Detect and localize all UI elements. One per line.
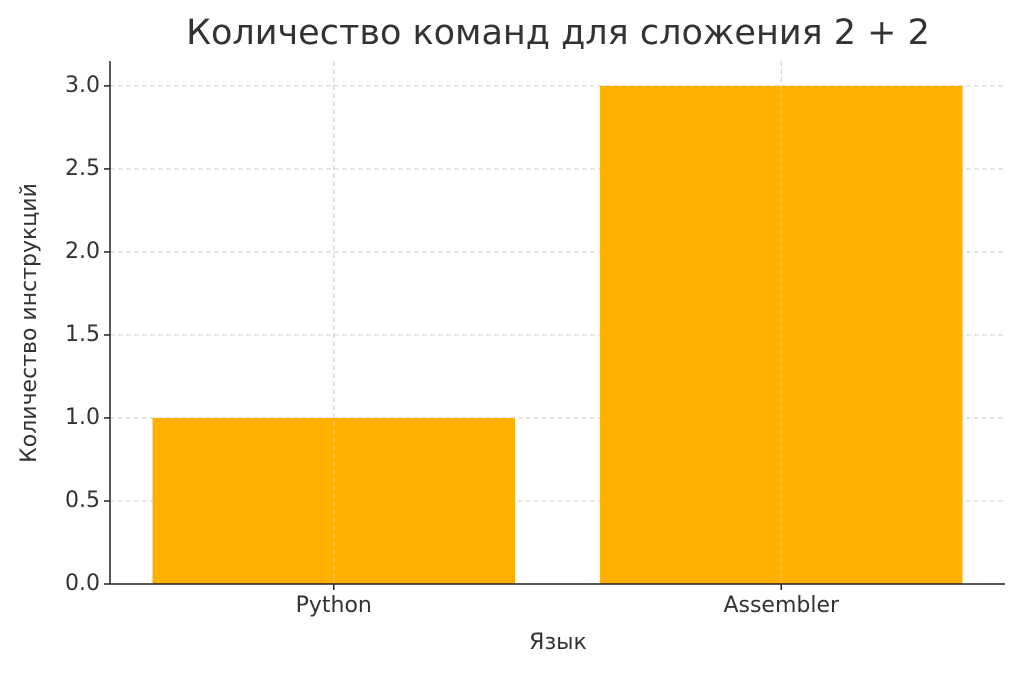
x-axis-label: Язык (529, 630, 587, 655)
y-tick-label: 0.0 (65, 571, 100, 596)
y-tick-label: 1.0 (65, 405, 100, 430)
x-tick-label: Assembler (723, 593, 840, 618)
chart-title: Количество команд для сложения 2 + 2 (186, 13, 930, 53)
y-axis-label: Количество инструкций (17, 183, 42, 463)
y-tick-label: 3.0 (65, 73, 100, 98)
y-tick-label: 2.5 (65, 156, 100, 181)
y-tick-label: 2.0 (65, 239, 100, 264)
y-tick-label: 1.5 (65, 322, 100, 347)
x-tick-label: Python (296, 593, 372, 618)
y-tick-label: 0.5 (65, 488, 100, 513)
